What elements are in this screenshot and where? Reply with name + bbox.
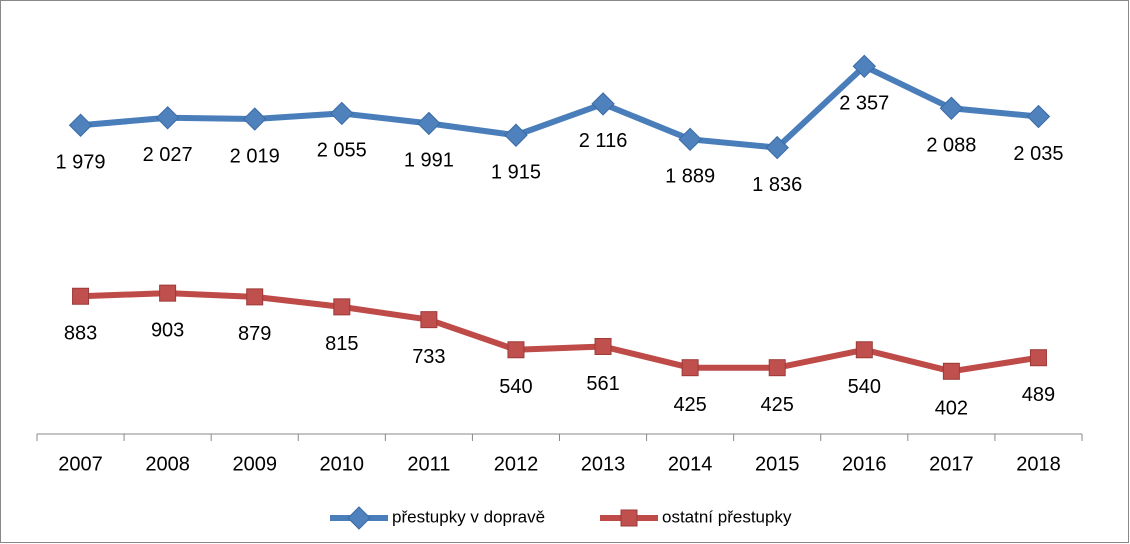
data-label: 2 357: [839, 93, 889, 115]
data-point: [942, 362, 960, 380]
data-label: 2 055: [317, 140, 367, 162]
data-label: 1 979: [56, 152, 106, 174]
data-label: 903: [151, 319, 184, 341]
data-label: 561: [586, 373, 619, 395]
data-label: 2 088: [926, 135, 976, 157]
x-tick-label: 2015: [755, 453, 800, 475]
data-point: [678, 127, 702, 152]
data-label: 2 019: [230, 145, 280, 167]
x-tick-label: 2017: [929, 453, 974, 475]
data-label: 883: [64, 323, 97, 345]
data-point: [68, 113, 93, 137]
data-label: 2 035: [1013, 143, 1063, 165]
data-label: 540: [499, 376, 532, 398]
data-point: [246, 288, 264, 306]
x-tick-label: 2007: [58, 453, 103, 475]
data-point: [417, 111, 441, 136]
data-point: [333, 298, 351, 316]
data-point: [1029, 349, 1047, 367]
x-tick-label: 2010: [320, 453, 365, 475]
data-point: [594, 337, 612, 355]
data-label: 879: [238, 323, 271, 345]
data-label: 489: [1022, 384, 1055, 406]
data-point: [243, 107, 267, 131]
data-point: [155, 106, 180, 130]
legend-marker: [620, 509, 638, 527]
data-point: [72, 287, 90, 305]
data-point: [330, 101, 354, 126]
data-point: [159, 284, 177, 302]
data-point: [1026, 104, 1051, 129]
data-point: [507, 341, 525, 359]
series-line: [80, 63, 1039, 151]
data-point: [852, 54, 876, 79]
data-point: [939, 96, 964, 120]
data-point: [855, 341, 873, 359]
x-tick-label: 2013: [581, 453, 626, 475]
legend-marker: [347, 506, 371, 530]
data-label: 425: [673, 394, 706, 416]
x-tick-label: 2011: [407, 453, 450, 475]
x-tick-label: 2016: [842, 453, 887, 475]
x-tick-label: 2008: [145, 453, 190, 475]
data-label: 1 889: [665, 166, 715, 188]
x-tick-label: 2012: [494, 453, 539, 475]
x-tick-label: 2018: [1016, 453, 1061, 475]
x-tick-label: 2014: [668, 453, 713, 475]
data-label: 425: [761, 394, 794, 416]
x-tick-label: 2009: [232, 453, 277, 475]
series-line: [80, 290, 1039, 375]
data-label: 540: [848, 376, 881, 398]
data-label: 1 991: [404, 150, 454, 172]
data-label: 1 915: [491, 162, 541, 184]
data-point: [765, 135, 789, 160]
data-point: [681, 359, 699, 377]
data-label: 402: [935, 398, 968, 420]
data-point: [504, 123, 528, 147]
data-label: 2 116: [579, 130, 628, 152]
data-label: 733: [412, 346, 445, 368]
data-label: 2 027: [143, 144, 193, 166]
data-label: 815: [325, 333, 358, 355]
data-point: [420, 311, 438, 329]
data-point: [768, 359, 786, 377]
legend-label: ostatní přestupky: [662, 507, 792, 526]
data-label: 1 836: [752, 174, 802, 196]
legend-label: přestupky v dopravě: [392, 507, 545, 526]
data-point: [591, 92, 615, 116]
